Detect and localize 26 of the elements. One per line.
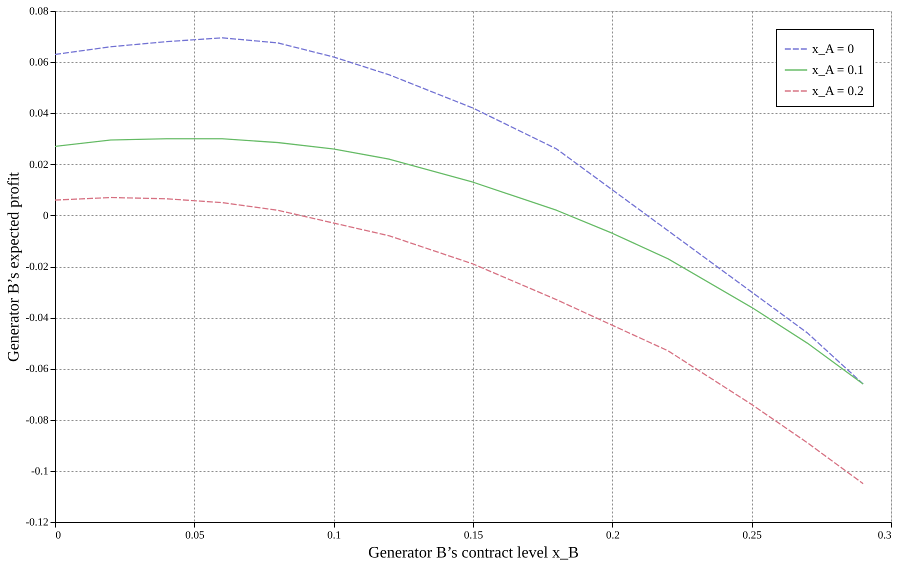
y-tick-label: -0.02 [26,261,48,273]
y-tick-label: 0.06 [29,56,49,69]
y-tick-label: 0 [43,210,49,222]
y-tick-label: -0.04 [26,312,49,324]
x-tick-label: 0.3 [878,530,892,542]
y-tick-label: 0.02 [29,158,48,171]
y-tick-label: -0.06 [26,363,49,376]
y-tick-label: -0.1 [31,465,48,478]
y-tick-label: -0.12 [26,516,48,528]
legend-label: x_A = 0 [812,41,854,56]
x-tick-label: 0.15 [464,530,484,542]
x-tick-label: 0.05 [185,530,205,542]
y-axis-title: Generator B’s expected profit [6,172,23,362]
legend-label: x_A = 0.2 [812,83,864,98]
x-axis-title: Generator B’s contract level x_B [368,544,579,562]
line-series [55,196,864,484]
line-series [55,37,864,385]
x-tick-label: 0 [56,530,62,542]
legend-label: x_A = 0.1 [812,62,864,77]
y-tick-label: -0.08 [26,414,49,426]
x-tick-label: 0.2 [606,530,620,542]
y-tick-label: 0.08 [29,6,49,18]
x-tick-label: 0.25 [742,530,762,542]
y-tick-label: 0.04 [29,108,49,120]
x-tick-label: 0.1 [327,530,342,542]
line-series [55,138,864,385]
